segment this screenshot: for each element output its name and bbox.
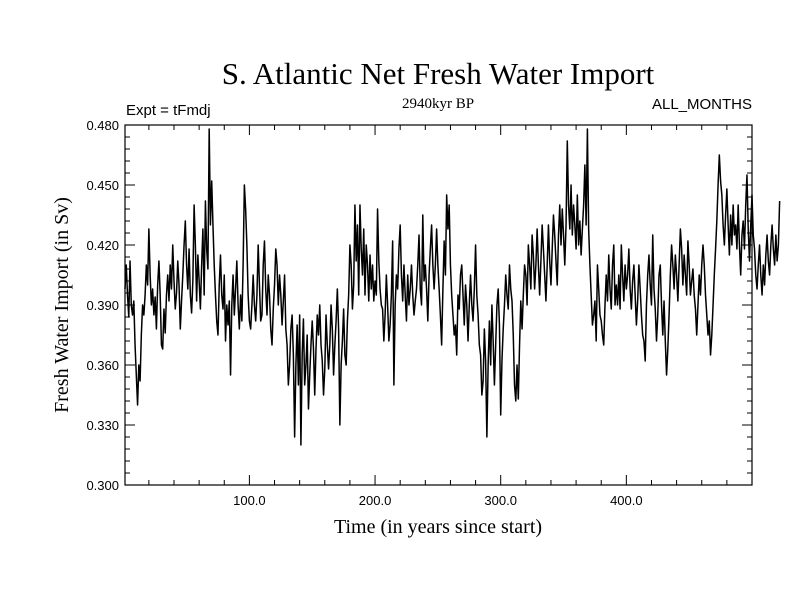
y-tick-label: 0.300 (86, 478, 119, 493)
chart-subtitle: 2940kyr BP (402, 96, 474, 112)
series-line-fresh-water-import (124, 128, 781, 446)
axis-ticks (125, 125, 752, 485)
y-tick-label: 0.360 (86, 358, 119, 373)
y-tick-label: 0.480 (86, 118, 119, 133)
months-label: ALL_MONTHS (652, 96, 752, 113)
x-axis-label: Time (in years since start) (334, 516, 542, 538)
y-axis-label: Fresh Water Import (in Sv) (51, 197, 73, 413)
x-tick-label: 200.0 (359, 493, 392, 508)
x-tick-label: 100.0 (233, 493, 266, 508)
y-tick-label: 0.420 (86, 238, 119, 253)
chart-title: S. Atlantic Net Fresh Water Import (222, 56, 655, 91)
y-tick-label: 0.390 (86, 298, 119, 313)
y-tick-label: 0.330 (86, 418, 119, 433)
x-tick-label: 300.0 (484, 493, 517, 508)
x-tick-label: 400.0 (610, 493, 643, 508)
experiment-label: Expt = tFmdj (126, 102, 211, 119)
plot-frame (124, 124, 753, 486)
y-tick-label: 0.450 (86, 178, 119, 193)
tick-labels: 100.0 200.0 300.0 400.0 0.300 0.330 0.360 0.390… (86, 118, 642, 508)
